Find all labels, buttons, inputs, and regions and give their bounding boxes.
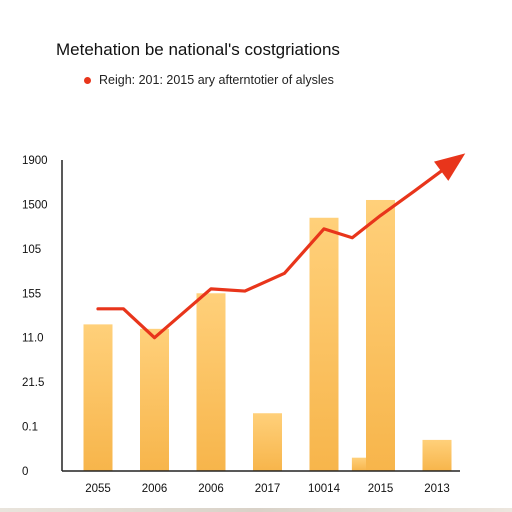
bar-4 [309,217,339,471]
x-tick-label: 2006 [142,483,168,495]
bar-3 [253,413,282,471]
bars [83,199,452,471]
bar-2 [196,293,226,471]
legend: Reigh: 201: 2015 ary afterntotier of aly… [84,73,334,87]
x-tick-label: 2013 [424,483,450,495]
y-tick-label: 0 [22,466,28,478]
y-tick-label: 21.5 [22,377,44,389]
x-tick-label: 2017 [255,483,281,495]
trend-line [96,153,466,340]
axes [61,160,460,472]
y-tick-label: 11.0 [22,333,44,345]
x-tick-label: 2015 [368,483,394,495]
legend-label: Reigh: 201: 2015 ary afterntotier of aly… [99,73,334,87]
bar-0 [83,324,113,471]
trend-arrow-head [434,153,466,181]
bar-6 [366,199,395,471]
bar-7 [422,439,452,471]
x-tick-label: 2055 [85,483,111,495]
y-tick-label: 105 [22,244,41,256]
y-tick-label: 155 [22,288,41,300]
trend-line-path [96,167,446,340]
y-tick-label: 1500 [22,199,48,211]
x-tick-label: 10014 [308,483,341,495]
y-tick-label: 1900 [22,155,48,167]
x-tick-label: 2006 [198,483,224,495]
chart-title: Metehation be national's costgriations [56,40,340,59]
legend-marker [84,76,91,84]
bar-1 [140,328,169,471]
bottom-strip [0,508,512,512]
y-tick-label: 0.1 [22,422,38,434]
tick-labels: 0 0.1 21.5 11.0 155 105 1500 1900 2055 2006 2006 20… [22,155,450,495]
